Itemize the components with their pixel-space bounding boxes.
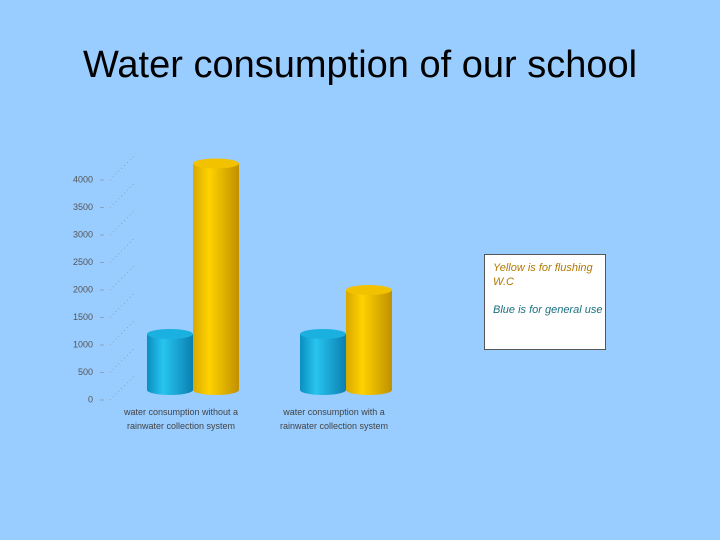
- bar: [193, 163, 239, 390]
- grid-line: [109, 374, 136, 401]
- grid-line: [109, 347, 136, 373]
- x-tick-label: water consumption without a rainwater co…: [123, 407, 239, 431]
- grid-line: [109, 209, 136, 236]
- slide-title: Water consumption of our school: [82, 44, 638, 86]
- y-tick-label: 3000: [73, 229, 93, 239]
- y-tick-label: 1500: [73, 312, 93, 322]
- y-tick-label: 4000: [73, 174, 93, 184]
- bar: [300, 334, 346, 390]
- legend-text: Blue is for general use: [493, 304, 603, 316]
- grid-line: [109, 319, 136, 346]
- grid-line: [109, 182, 136, 208]
- bar: [346, 290, 392, 390]
- bar-top: [346, 285, 392, 295]
- y-tick-label: 500: [78, 367, 93, 377]
- bar-top: [300, 329, 346, 339]
- bar-top: [147, 329, 193, 339]
- y-tick-label: 2500: [73, 257, 93, 267]
- y-tick-label: 2000: [73, 284, 93, 294]
- grid-line: [109, 154, 136, 181]
- grid-line: [109, 264, 136, 291]
- grid-line: [109, 237, 136, 263]
- bar-top: [193, 158, 239, 169]
- legend-text: Yellow is for flushing W.C: [493, 262, 593, 288]
- x-tick-label: water consumption with a rainwater colle…: [279, 407, 389, 431]
- y-tick-label: 3500: [73, 202, 93, 212]
- grid-line: [109, 292, 136, 318]
- legend-box: Yellow is for flushing W.C Blue is for ge…: [484, 254, 606, 350]
- y-tick-label: 0: [88, 394, 93, 404]
- bar: [147, 334, 193, 390]
- y-tick-label: 1000: [73, 339, 93, 349]
